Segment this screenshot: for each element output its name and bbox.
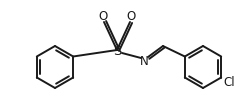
Text: S: S bbox=[112, 44, 121, 58]
Text: N: N bbox=[139, 54, 148, 67]
Text: O: O bbox=[98, 10, 107, 24]
Text: Cl: Cl bbox=[222, 76, 234, 89]
Text: O: O bbox=[126, 10, 135, 24]
